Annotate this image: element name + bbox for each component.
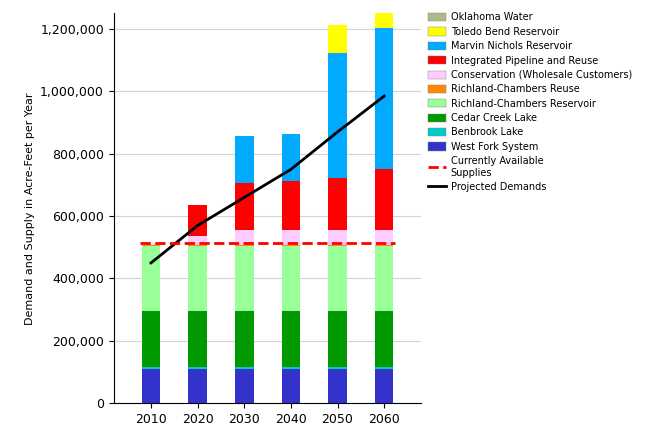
Bar [235, 246, 254, 311]
Bar [142, 367, 161, 369]
Bar [375, 0, 393, 28]
Bar [328, 25, 347, 53]
Bar [328, 311, 347, 367]
Bar [328, 246, 347, 311]
Bar [189, 246, 207, 311]
Bar [235, 136, 254, 183]
Bar [142, 369, 161, 403]
Bar [282, 245, 300, 246]
Bar [235, 229, 254, 245]
Bar [189, 245, 207, 246]
Bar [328, 367, 347, 369]
Bar [189, 367, 207, 369]
Bar [375, 246, 393, 311]
Bar [235, 311, 254, 367]
Bar [235, 245, 254, 246]
Bar [142, 311, 161, 367]
Bar [375, 367, 393, 369]
Bar [328, 229, 347, 245]
Bar [375, 369, 393, 403]
Bar [189, 369, 207, 403]
Bar [282, 134, 300, 181]
Y-axis label: Demand and Supply in Acre-Feet per Year: Demand and Supply in Acre-Feet per Year [25, 92, 35, 324]
Bar [375, 229, 393, 245]
Bar [328, 245, 347, 246]
Bar [189, 205, 207, 236]
Bar [282, 367, 300, 369]
Bar [235, 369, 254, 403]
Bar [235, 367, 254, 369]
Bar [282, 246, 300, 311]
Bar [142, 246, 161, 311]
Bar [375, 245, 393, 246]
Bar [189, 311, 207, 367]
Bar [328, 53, 347, 178]
Bar [282, 311, 300, 367]
Bar [282, 369, 300, 403]
Bar [328, 369, 347, 403]
Bar [282, 229, 300, 245]
Bar [282, 181, 300, 229]
Bar [375, 28, 393, 169]
Bar [375, 311, 393, 367]
Bar [235, 183, 254, 229]
Bar [328, 178, 347, 229]
Bar [142, 245, 161, 246]
Legend: Oklahoma Water, Toledo Bend Reservoir, Marvin Nichols Reservoir, Integrated Pipe: Oklahoma Water, Toledo Bend Reservoir, M… [426, 10, 634, 194]
Bar [142, 244, 161, 245]
Bar [375, 169, 393, 229]
Bar [189, 236, 207, 245]
